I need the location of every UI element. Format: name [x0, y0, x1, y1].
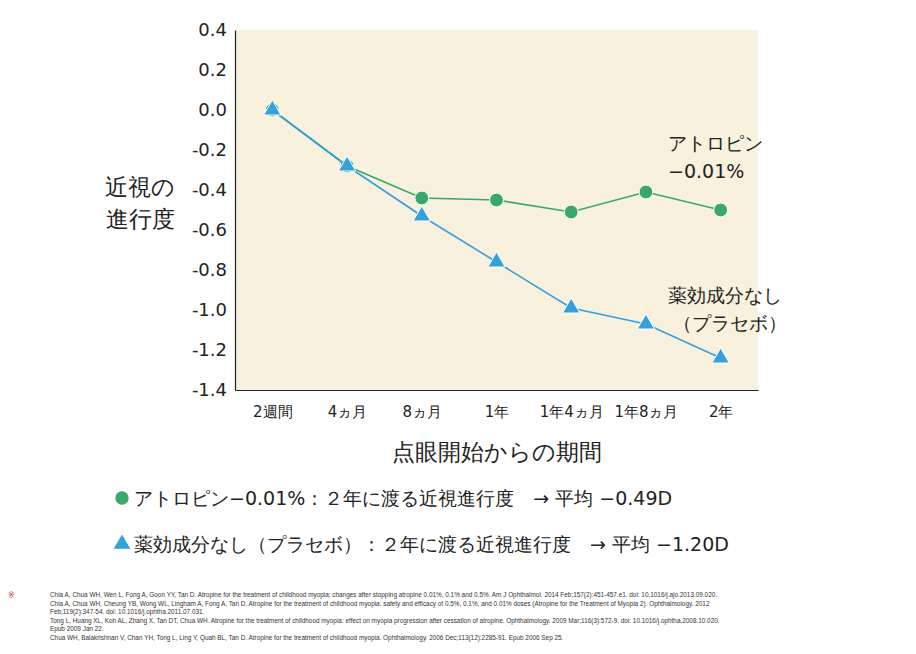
annotation-line: アトロピン [668, 132, 763, 154]
series-marker [714, 203, 728, 217]
series-marker [637, 314, 654, 329]
y-tick-label: -0.8 [192, 259, 227, 280]
legend-marker [114, 534, 131, 548]
reference: Chia A, Chua WH, Cheung YB, Wong WL, Lin… [50, 600, 710, 608]
series-marker [639, 185, 653, 199]
annotation-line: −0.01% [668, 160, 744, 182]
reference: Tong L, Huang XL, Koh AL, Zhang X, Tan D… [50, 617, 720, 625]
y-tick-label: 0.4 [198, 19, 227, 40]
x-tick: 8ヵ月 [403, 390, 443, 421]
series-marker [338, 156, 355, 171]
legend-entry: 薬効成分なし（プラセボ）：２年に渡る近視進行度 → 平均 −1.20D [134, 533, 729, 555]
y-tick: 0.2 [198, 59, 235, 80]
annotation-line: （プラセボ） [673, 312, 787, 334]
y-tick: -0.6 [192, 219, 235, 240]
annotation: 薬効成分なし （プラセボ） [668, 284, 787, 334]
x-axis-line [236, 390, 759, 391]
x-tick-label: 8ヵ月 [403, 403, 443, 421]
y-tick-label: -0.4 [192, 179, 227, 200]
reference: Chua WH, Balakrishnan V, Chan YH, Tong L… [50, 634, 564, 642]
chart-svg: -1.4 -1.2 -1.0 -0.8 -0.6 -0.4 -0.2 0.0 0.2 0.4 2週間… [0, 0, 916, 654]
legend-name: 薬効成分なし（プラセボ） [134, 533, 362, 555]
reference: Chia A, Chua WH, Wen L, Fong A, Goon YY,… [50, 591, 717, 599]
series-marker [415, 191, 429, 205]
annotation: アトロピン −0.01% [668, 132, 763, 182]
y-tick: -0.2 [192, 139, 235, 160]
legend-name: アトロピン−0.01% [134, 487, 305, 509]
y-tick: -1.2 [192, 339, 235, 360]
y-tick: 0.0 [198, 99, 235, 120]
y-tick-label: -0.2 [192, 139, 227, 160]
y-axis-line [235, 31, 236, 391]
reference: Feb;119(2):347-54. doi: 10.1016/j.ophtha… [50, 608, 205, 616]
y-tick-label: -1.0 [192, 299, 227, 320]
legend-summary: ：２年に渡る近視進行度 → 平均 −1.20D [362, 533, 729, 555]
legend-marker [115, 491, 128, 504]
x-tick-label: 1年8ヵ月 [614, 403, 678, 421]
y-axis: -1.4 -1.2 -1.0 -0.8 -0.6 -0.4 -0.2 0.0 0.2 0.4 [192, 19, 236, 400]
y-tick-label: -0.6 [192, 219, 227, 240]
plot-marks [264, 100, 730, 363]
y-tick: -0.8 [192, 259, 235, 280]
series-line [272, 110, 720, 358]
x-tick: 1年 [485, 390, 510, 421]
series-marker [712, 348, 729, 363]
x-tick: 1年8ヵ月 [614, 390, 678, 421]
x-tick-label: 2年 [709, 403, 734, 421]
x-tick-label: 4ヵ月 [328, 403, 368, 421]
y-tick: -1.4 [192, 379, 235, 400]
series-marker [563, 298, 580, 313]
y-tick: -0.4 [192, 179, 235, 200]
plot-background [235, 30, 758, 390]
x-tick: 1年4ヵ月 [540, 390, 604, 421]
x-tick-label: 2週間 [253, 403, 293, 421]
legend-summary: ：２年に渡る近視進行度 → 平均 −0.49D [305, 487, 672, 509]
y-tick: 0.4 [198, 19, 235, 40]
y-tick: -1.0 [192, 299, 235, 320]
x-tick-label: 1年4ヵ月 [540, 403, 604, 421]
y-tick-label: 0.0 [198, 99, 227, 120]
y-tick-label: 0.2 [198, 59, 227, 80]
x-tick: 4ヵ月 [328, 390, 368, 421]
x-axis: 2週間 4ヵ月 8ヵ月 1年 1年4ヵ月 1年8ヵ月 2年 [236, 390, 759, 421]
y-tick-label: -1.2 [192, 339, 227, 360]
y-axis-title-line: 進行度 [106, 206, 175, 232]
series-marker [564, 205, 578, 219]
y-axis-title: 近視の進行度 [105, 174, 175, 232]
x-axis-title: 点眼開始からの期間 [392, 439, 602, 465]
chart-container: -1.4 -1.2 -1.0 -0.8 -0.6 -0.4 -0.2 0.0 0.2 0.4 2週間… [0, 0, 916, 654]
reference: Epub 2009 Jan 22. [50, 625, 104, 633]
x-tick-label: 1年 [485, 403, 510, 421]
y-tick-label: -1.4 [192, 379, 227, 400]
series-marker [264, 100, 281, 115]
legend-entry: アトロピン−0.01%：２年に渡る近視進行度 → 平均 −0.49D [134, 487, 672, 509]
y-axis-title-line: 近視の [105, 174, 175, 200]
x-tick: 2年 [709, 390, 734, 421]
annotation-line: 薬効成分なし [668, 284, 782, 306]
series-marker [413, 206, 430, 221]
series-marker [490, 193, 504, 207]
x-tick: 2週間 [253, 390, 293, 421]
footnote-mark: ※ [8, 591, 15, 600]
series-marker [488, 252, 505, 267]
